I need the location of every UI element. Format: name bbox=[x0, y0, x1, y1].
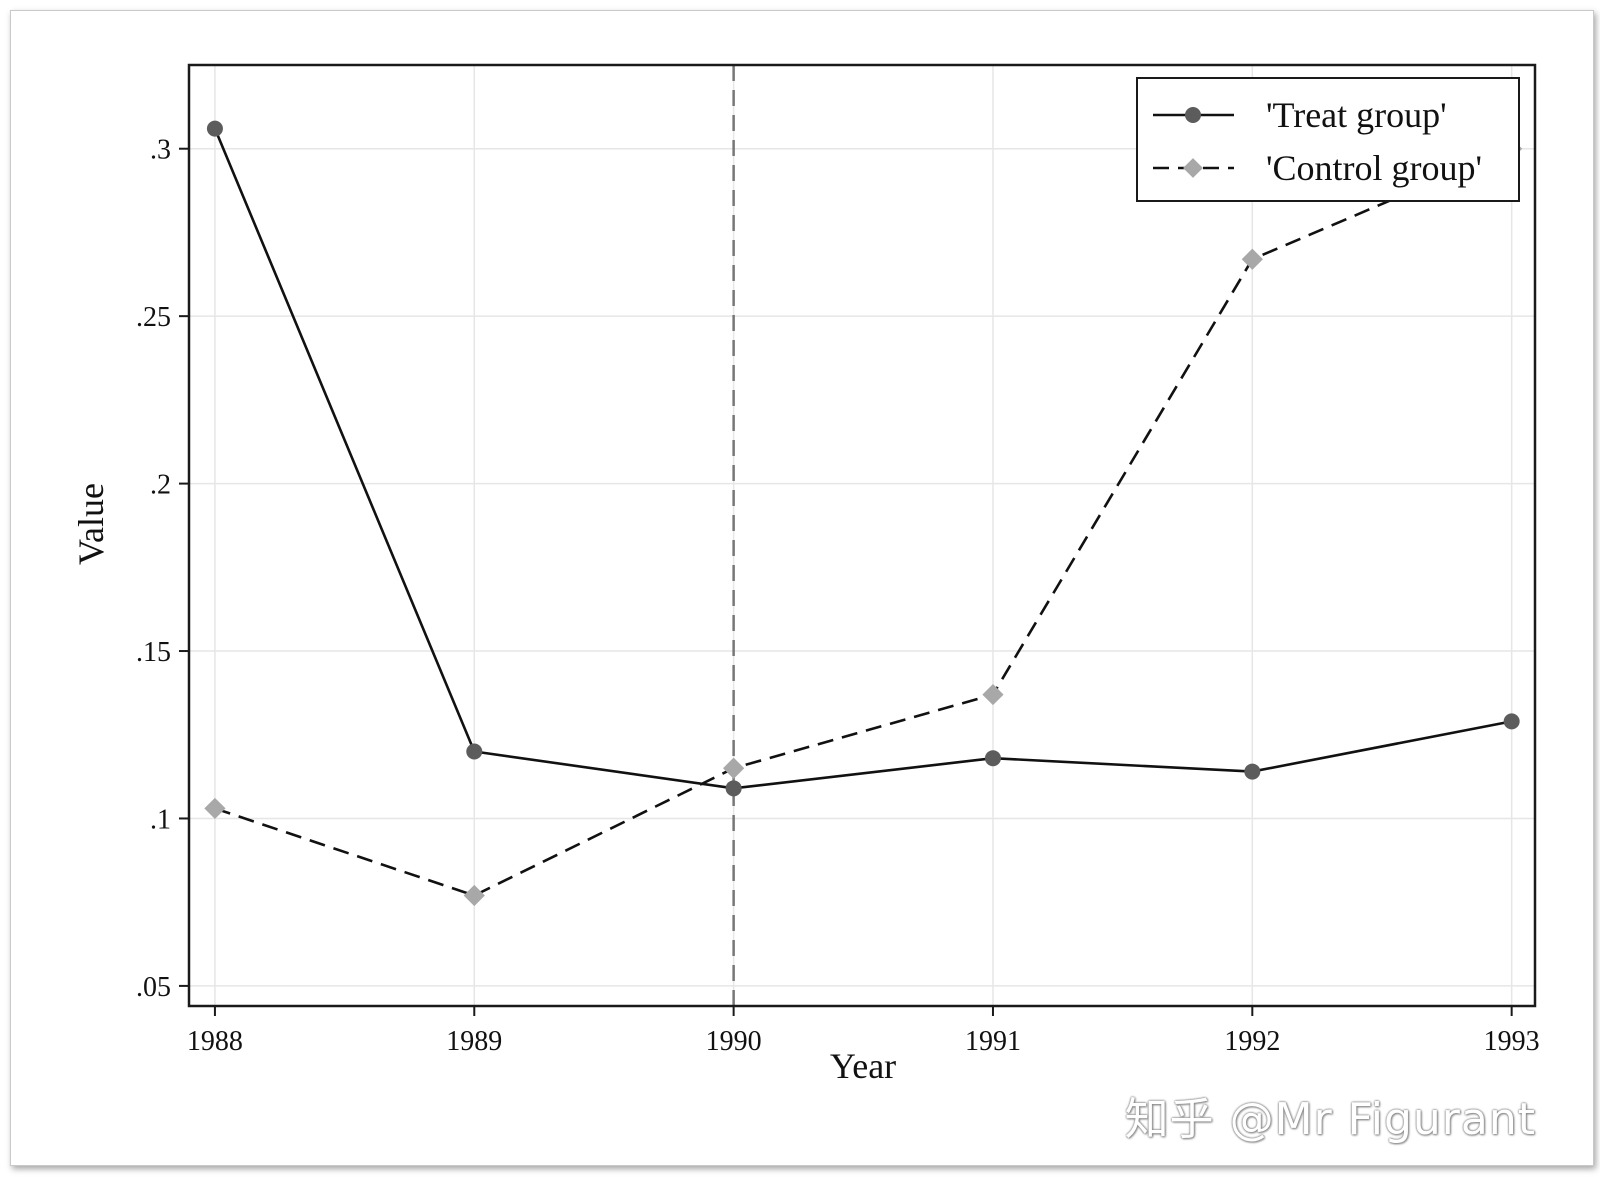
legend: 'Treat group' 'Control group' bbox=[1136, 77, 1520, 202]
control-group-point bbox=[1241, 248, 1263, 270]
treat-group-point bbox=[206, 120, 223, 137]
control-group-point bbox=[204, 797, 226, 820]
control-group-line bbox=[214, 147, 1513, 897]
figure-frame bbox=[10, 10, 1594, 1166]
x-tick-label: 1988 bbox=[187, 1026, 243, 1057]
series-layer bbox=[204, 120, 1523, 907]
axis-ticks: .05 .1 .15 .2 .25 .3 1988 1989 1990 1991 1992 1993 bbox=[136, 135, 1540, 1057]
watermark-text: 知乎 @Mr Figurant bbox=[1124, 1094, 1536, 1145]
treat-group-point bbox=[1244, 763, 1261, 780]
x-tick-label: 1992 bbox=[1224, 1026, 1280, 1057]
y-axis-label: Value bbox=[71, 483, 111, 565]
control-group-point bbox=[982, 683, 1004, 706]
treat-group-point bbox=[725, 780, 742, 797]
y-tick-label: .25 bbox=[136, 302, 171, 333]
legend-swatch-control-marker bbox=[1183, 158, 1203, 178]
legend-label-treat: 'Treat group' bbox=[1266, 95, 1447, 135]
control-group-point bbox=[463, 884, 485, 907]
x-tick-label: 1991 bbox=[965, 1026, 1021, 1057]
treat-group-line bbox=[213, 128, 1512, 790]
legend-swatch-treat-marker bbox=[1185, 107, 1201, 123]
control-group-point bbox=[723, 757, 745, 779]
treat-group-point bbox=[466, 743, 483, 760]
x-tick-label: 1990 bbox=[706, 1026, 762, 1057]
legend-box bbox=[1136, 77, 1520, 202]
grid bbox=[189, 65, 1535, 1006]
plot-area-border bbox=[187, 63, 1537, 1008]
y-tick-label: .05 bbox=[136, 972, 171, 1003]
y-tick-label: .2 bbox=[150, 470, 171, 501]
x-axis-label: Year bbox=[830, 1046, 896, 1086]
y-tick-label: .1 bbox=[150, 804, 171, 835]
treat-group-point bbox=[984, 750, 1001, 767]
treat-group-point bbox=[1503, 713, 1520, 730]
legend-label-control: 'Control group' bbox=[1266, 148, 1482, 188]
x-tick-label: 1989 bbox=[446, 1026, 502, 1057]
y-tick-label: .15 bbox=[136, 637, 171, 668]
y-tick-label: .3 bbox=[150, 135, 171, 166]
x-tick-label: 1993 bbox=[1484, 1026, 1540, 1057]
